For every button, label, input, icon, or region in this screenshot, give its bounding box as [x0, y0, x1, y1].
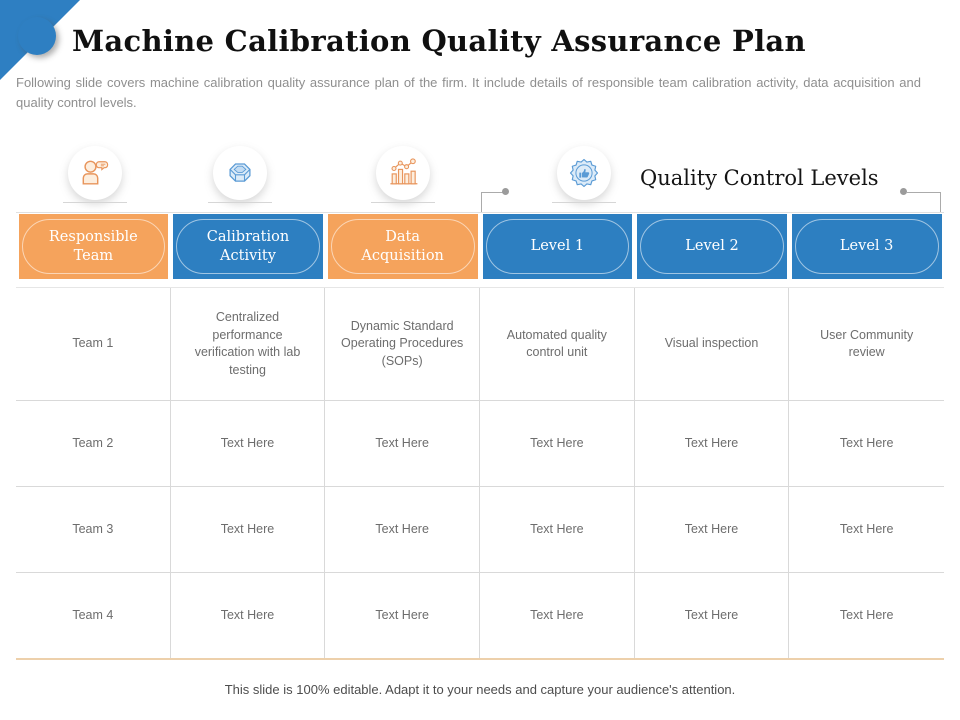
table-cell: Team 2 [16, 401, 171, 487]
table-cell: User Community review [789, 288, 944, 401]
header-pill-outline [794, 219, 939, 274]
header-pill-outline [485, 219, 630, 274]
header-cell-calibration-activity: Calibration Activity [171, 213, 326, 279]
header-fill: Level 2 [637, 214, 787, 279]
hex-nut-icon [195, 146, 285, 200]
header-label: Level 3 [839, 238, 894, 255]
table-cell: Text Here [789, 487, 944, 573]
table-cell: Text Here [634, 401, 790, 487]
header-label: Responsible Team [48, 229, 138, 264]
header-fill: Responsible Team [18, 214, 169, 279]
header-fill: Calibration Activity [173, 214, 323, 279]
table-cell: Text Here [839, 607, 894, 622]
table-cell: Text Here [170, 401, 326, 487]
corner-circle-decoration [18, 17, 56, 55]
header-cell-responsible-team: Responsible Team [16, 213, 171, 279]
icon-underline [371, 202, 435, 203]
section-heading: Quality Control Levels [640, 166, 879, 190]
header-cell-level-1: Level 1 [480, 213, 635, 279]
bar-chart-icon [358, 146, 448, 200]
header-cell-level-3: Level 3 [789, 213, 944, 279]
header-cell-level-2: Level 2 [635, 213, 790, 279]
slide-subtitle: Following slide covers machine calibrati… [16, 75, 921, 111]
table-cell: Text Here [325, 573, 480, 658]
table-cell: Text Here [325, 401, 480, 487]
page-title: Machine Calibration Quality Assurance Pl… [72, 24, 806, 58]
header-pill-outline [21, 219, 166, 274]
table-cell: Team 3 [16, 487, 171, 573]
table-cell: Text Here [171, 573, 326, 658]
table-cell: Text Here [480, 573, 635, 658]
connector-right-dot [900, 188, 907, 195]
header-fill: Level 3 [791, 214, 942, 279]
connector-left-dot [502, 188, 509, 195]
connector-left-vertical [481, 192, 482, 212]
header-fill: Level 1 [482, 214, 633, 279]
header-label: Level 2 [685, 238, 739, 255]
table-cell: Automated quality control unit [480, 288, 635, 401]
table-header-row: Responsible Team Calibration Activity Da… [16, 212, 944, 279]
header-cell-data-acquisition: Data Acquisition [325, 213, 480, 279]
table-cell: Dynamic Standard Operating Procedures (S… [325, 288, 480, 401]
header-fill: Data Acquisition [327, 214, 478, 279]
quality-badge-icon [539, 146, 629, 200]
qa-plan-table: Responsible Team Calibration Activity Da… [16, 212, 944, 660]
header-pill-outline [640, 219, 784, 274]
header-pill-outline [176, 219, 320, 274]
table-cell: Text Here [170, 487, 326, 573]
table-cell: Text Here [480, 487, 635, 573]
connector-left-horizontal [481, 192, 504, 193]
table-cell: Text Here [480, 401, 635, 487]
header-label: Data Acquisition [361, 229, 444, 264]
footer-note: This slide is 100% editable. Adapt it to… [224, 682, 736, 697]
table-body: Team 1 Centralized performance verificat… [16, 287, 944, 660]
table-cell: Text Here [325, 487, 480, 573]
header-pill-outline [330, 219, 475, 274]
table-cell: Visual inspection [634, 288, 790, 401]
connector-right-horizontal [907, 192, 941, 193]
table-cell: Team 1 [16, 288, 171, 401]
table-cell: Text Here [635, 573, 790, 658]
table-cell: Text Here [789, 401, 944, 487]
table-cell: Team 4 [16, 573, 171, 658]
header-label: Level 1 [530, 238, 585, 255]
icon-underline [63, 202, 127, 203]
icon-underline [208, 202, 272, 203]
table-cell: Centralized performance verification wit… [170, 288, 326, 401]
connector-right-vertical [940, 192, 941, 212]
table-cell: Text Here [634, 487, 790, 573]
team-discussion-icon [50, 146, 140, 200]
icon-underline [552, 202, 616, 203]
header-label: Calibration Activity [206, 229, 290, 264]
